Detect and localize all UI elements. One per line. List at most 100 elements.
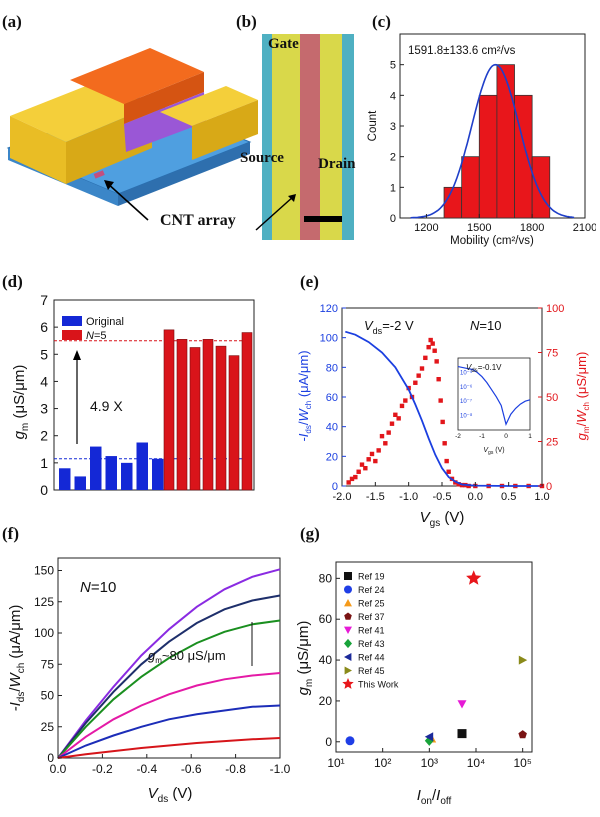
bar-original-4 [121,462,133,490]
n-annotation: N=10 [80,579,116,596]
sem-image [262,34,354,240]
inset-annotation: Vds=-0.1V [466,363,502,374]
legend-label-3: Ref 37 [358,612,385,622]
gm-point-30 [438,398,443,403]
y1-tick-label: 100 [320,333,338,345]
cnt-array-label: CNT array [160,212,236,229]
legend-marker-8 [342,678,354,689]
gm-point-17 [403,398,408,403]
x-tick-label: -0.4 [136,762,157,776]
inset-log-line [457,366,531,426]
gate-label: Gate [268,36,299,52]
bar-n5-0 [163,329,175,491]
gm-point-0 [346,480,351,485]
y-axis-label: Count [367,110,379,141]
gm-point-25 [428,337,433,343]
output-curve-4 [57,704,281,759]
inset-y-tick-label: 10⁻⁶ [460,384,473,391]
gm-point-7 [369,451,375,457]
data-point-ref-37 [518,730,527,739]
panel-b-arrow [255,194,296,231]
y-tick-label: 0 [40,482,48,498]
bar-original-2 [90,446,102,490]
data-point-ref-45 [518,655,528,665]
legend: Original N=5 [62,316,124,342]
output-curve-chart: 0.0 -0.2 -0.4 -0.6 -0.8 -1.00255075100125150 … [7,557,290,805]
y-tick-label: 0 [390,213,396,225]
x-axis-label: Mobility (cm²/vs) [450,235,534,247]
gm-point-3 [356,469,361,474]
gate-top [70,48,204,104]
gm-point-13 [389,421,395,426]
bar-original-0 [59,468,71,490]
transfer-curve-chart: -2.0 -1.5 -1.0 -0.5 0.0 0.5 1.0020406080100120… [296,303,591,528]
y-tick-label: 80 [319,571,333,585]
gm-point-32 [442,441,447,446]
output-curve-5 [57,737,281,759]
y-tick-label: 3 [40,401,48,417]
y-tick-label: 6 [40,319,48,335]
n-annotation: N=10 [470,318,501,333]
y2-axis-label: gm/Wch (μS/μm) [574,352,591,441]
output-curve-3 [57,672,281,759]
x-tick-label: 1500 [467,222,491,234]
bar-n5-2 [189,347,201,491]
inset-x-tick-label: -2 [455,433,461,440]
y-tick-label: 60 [319,612,333,626]
x-tick-label: 10⁴ [467,756,486,770]
gm-point-1 [349,476,355,482]
x-axis-label: Vds (V) [148,785,193,805]
y-tick-label: 3 [390,121,396,133]
source-side [10,116,66,184]
legend-marker-7 [344,666,352,675]
y-axis-label: gm (μS/μm) [11,365,31,440]
inset-x-label: Vgs (V) [483,447,504,456]
bar-original-1 [74,476,86,490]
data-point-ref-44 [424,732,434,742]
legend-label-6: Ref 44 [358,653,385,663]
gaussian-fit-line [410,63,575,219]
y1-tick-label: 60 [326,392,338,404]
source-label: Source [240,150,284,166]
gm-point-31 [440,419,445,425]
legend-label-0: Ref 19 [358,572,385,582]
legend-marker-3 [344,612,352,620]
plot-frame [57,557,281,759]
y2-tick-label: 0 [546,481,552,493]
bar-n5-1 [176,339,188,491]
legend-label-1: Ref 24 [358,585,385,595]
data-point-ref-24 [345,736,355,746]
x-tick-label: -0.8 [225,762,246,776]
gm-point-22 [419,366,425,371]
x-tick-label: -0.6 [181,762,202,776]
drain-top [160,86,258,126]
panel-c-label: (c) [372,12,391,31]
gm-point-11 [383,441,388,446]
gm-point-14 [393,412,398,417]
y-axis-label: -Ids/Wch (μA/μm) [7,605,27,712]
histogram-bar-4 [514,94,533,219]
gm-annotation: gm~80 μS/μm [148,648,226,665]
legend-label-n5: N=5 [86,330,107,342]
x-tick-label: 0.5 [501,491,516,503]
gm-point-24 [426,344,431,350]
y2-tick-label: 50 [546,392,558,404]
bar-original-5 [136,442,148,490]
y1-tick-label: 120 [320,303,338,315]
y-tick-label: 0 [325,735,332,749]
legend-label-original: Original [86,316,124,328]
y-axis-label: gm (μS/μm) [295,621,315,696]
mobility-annotation: 1591.8±133.6 cm²/vs [408,45,516,57]
x-tick-label: -1.0 [270,762,290,776]
scale-bar [304,216,342,222]
drain-label: Drain [318,156,356,172]
panel-g-label: (g) [300,524,320,543]
y-tick-label: 50 [41,689,55,703]
gm-point-5 [363,466,368,471]
output-curve-2 [57,619,281,759]
x-tick-label: 10⁵ [514,756,532,770]
bar-n5-6 [241,332,253,491]
sem-yellow-electrode-right [320,34,342,240]
histogram-mobility: 1200 1500 1800 2100 0 1 2 3 4 5 1591.8±133.6 cm²/… [367,33,596,247]
legend-label-7: Ref 45 [358,666,385,676]
